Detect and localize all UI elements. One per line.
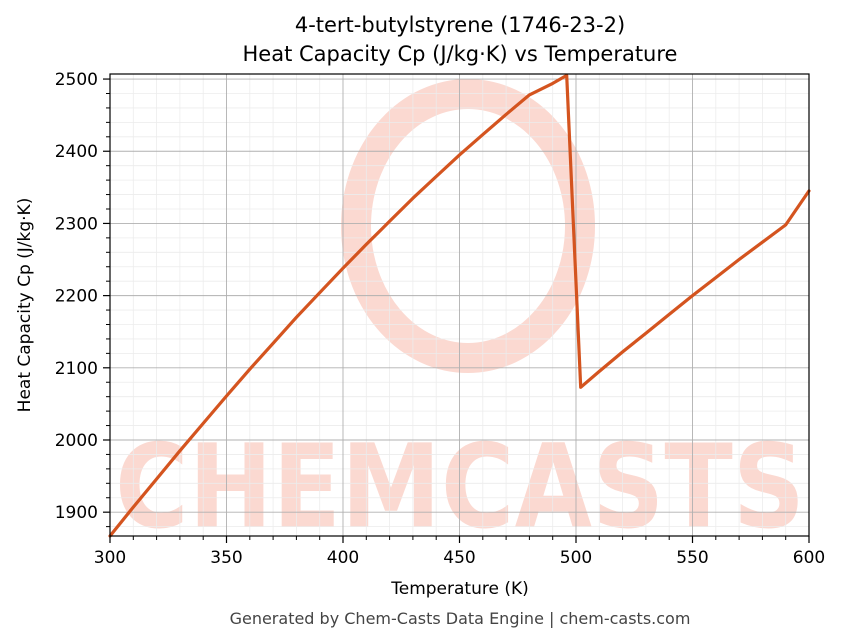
x-tick-label: 500 xyxy=(560,548,592,568)
x-axis-label: Temperature (K) xyxy=(390,579,529,599)
watermark-logo xyxy=(341,79,595,373)
ticks: 300 350 400 450 500 550 600 1900 2000 2100 2200 230… xyxy=(55,70,825,568)
y-tick-label: 2400 xyxy=(55,142,98,162)
x-tick-label: 450 xyxy=(443,548,475,568)
x-tick-label: 550 xyxy=(676,548,708,568)
series-layer xyxy=(108,73,811,538)
watermark-text: CHEMCASTS xyxy=(115,420,805,555)
x-tick-label: 400 xyxy=(327,548,359,568)
y-tick-label: 2500 xyxy=(55,70,98,90)
footer-credit: Generated by Chem-Casts Data Engine | ch… xyxy=(230,609,691,628)
y-tick-label: 2000 xyxy=(55,431,98,451)
y-tick-label: 2200 xyxy=(55,287,98,307)
y-tick-label: 2300 xyxy=(55,214,98,234)
chart-title-line-1: 4-tert-butylstyrene (1746-23-2) xyxy=(295,13,625,37)
cp-series-line xyxy=(108,73,811,538)
y-tick-label: 2100 xyxy=(55,359,98,379)
x-tick-label: 300 xyxy=(94,548,126,568)
watermark: CHEMCASTS xyxy=(115,79,805,555)
grid xyxy=(109,74,810,536)
y-tick-label: 1900 xyxy=(55,503,98,523)
chart-title-line-2: Heat Capacity Cp (J/kg·K) vs Temperature xyxy=(243,42,678,66)
y-axis-label: Heat Capacity Cp (J/kg·K) xyxy=(15,198,35,413)
x-tick-label: 600 xyxy=(793,548,825,568)
x-tick-label: 350 xyxy=(210,548,242,568)
